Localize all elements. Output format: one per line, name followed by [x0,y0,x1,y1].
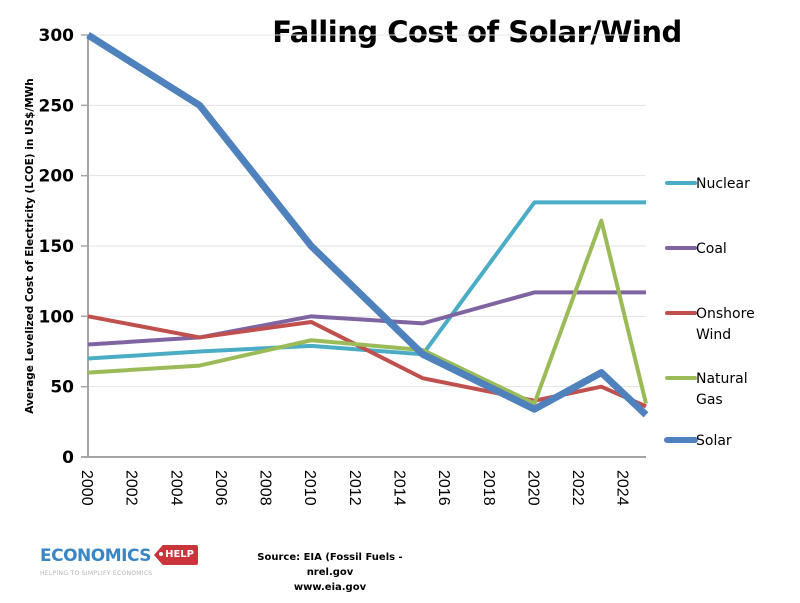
x-tick-label: 2012 [346,470,363,506]
y-axis-label: Average Levelized Cost of Electricity (L… [24,78,36,413]
gridlines [88,34,646,388]
y-tick-label: 50 [50,378,74,398]
source-note: Source: EIA (Fossil Fuels - nrel.gov www… [250,550,410,595]
x-tick-label: 2006 [212,470,229,506]
x-tick-label: 2020 [524,470,541,506]
y-tick-label: 150 [39,237,75,257]
logo-tagline: HELPING TO SIMPLIFY ECONOMICS [40,570,153,577]
legend-label-natural-gas: Natural [696,371,748,387]
y-tick-labels: 0 50 100 150 200 250 300 [39,26,75,468]
series-line-natural-gas [87,218,648,406]
legend-label-onshore-wind: Wind [696,327,731,343]
x-tick-label: 2022 [569,470,586,506]
y-tick-label: 200 [39,167,75,187]
axes [81,34,646,458]
legend-label-solar: Solar [696,433,732,449]
logo-tag-text: HELP [165,549,194,560]
legend-label-nuclear: Nuclear [696,176,750,192]
series-line-onshore-wind [87,314,647,409]
y-tick-label: 100 [39,307,75,327]
series-line-solar [86,32,649,418]
series-line-nuclear [87,200,646,361]
x-tick-label: 2014 [390,470,407,506]
x-tick-label: 2016 [435,470,452,506]
y-tick-label: 250 [39,96,75,116]
source-line-1: Source: EIA (Fossil Fuels - nrel.gov [257,552,403,578]
logo-wordmark: ECONOMICS [40,546,152,566]
legend-label-onshore-wind: Onshore [696,306,755,322]
legend: Nuclear Coal Onshore Wind Natural Gas Solar [664,176,755,449]
y-tick-label: 0 [62,448,74,468]
legend-label-coal: Coal [696,241,727,257]
x-tick-label: 2024 [614,470,631,506]
series-lines [86,32,649,418]
x-tick-label: 2008 [257,470,274,506]
x-tick-label: 2018 [480,470,497,506]
economics-help-logo[interactable]: ECONOMICS HELP HELPING TO SIMPLIFY ECONO… [40,545,210,586]
legend-label-natural-gas: Gas [696,392,723,408]
chart-title: Falling Cost of Solar/Wind [272,15,682,49]
x-tick-label: 2000 [78,470,95,506]
tag-hole-icon [159,552,164,556]
y-tick-label: 300 [39,26,75,46]
x-tick-labels: 2000 2002 2004 2006 2008 2010 2012 2014 2016 2018… [78,470,631,506]
x-tick-label: 2002 [123,470,140,506]
x-tick-label: 2010 [301,470,318,506]
logo-tag: HELP [154,545,198,565]
x-tick-label: 2004 [167,470,184,506]
source-line-2: www.eia.gov [293,582,367,593]
